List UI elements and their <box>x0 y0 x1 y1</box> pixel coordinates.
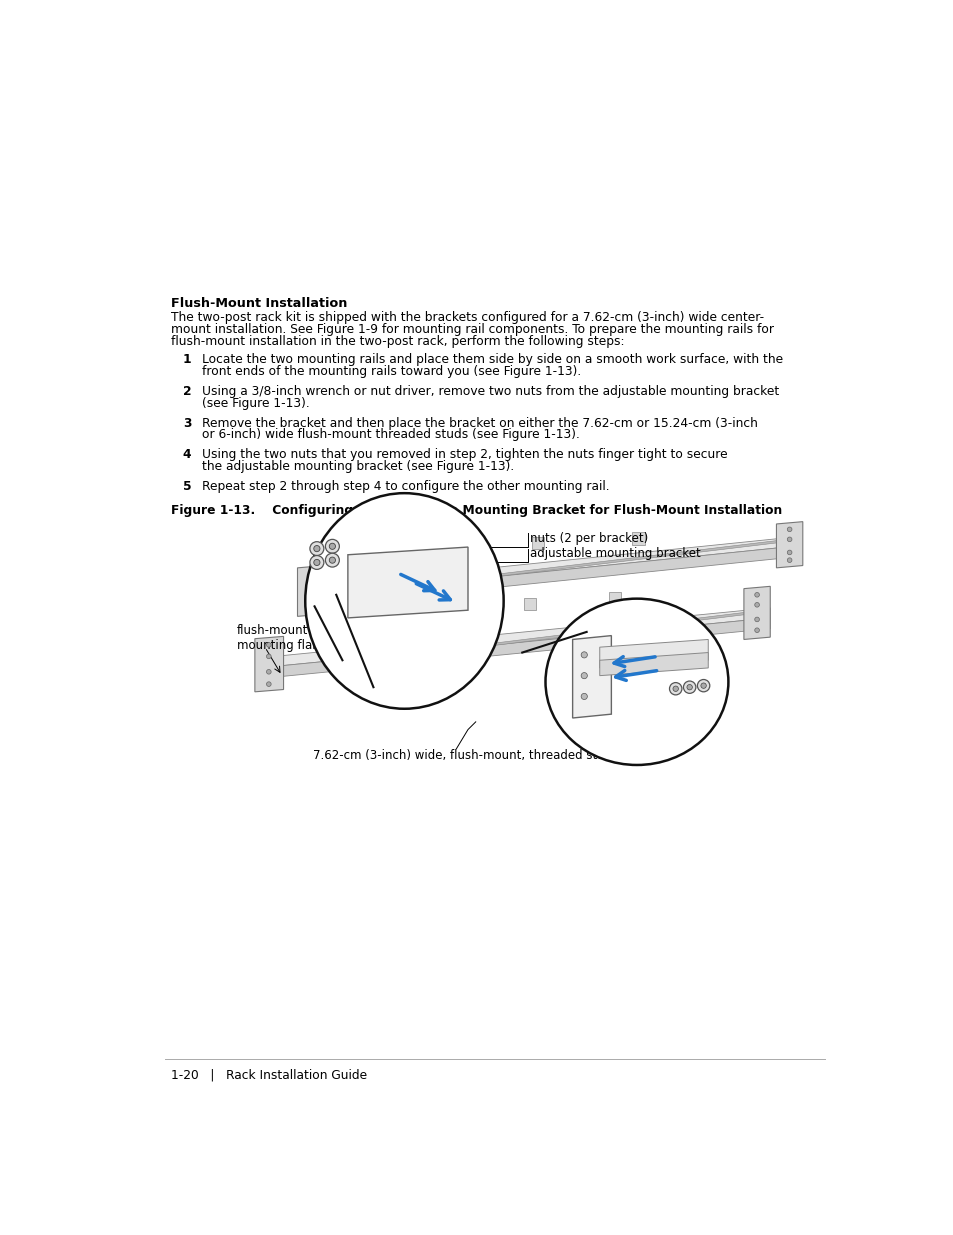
Circle shape <box>325 553 339 567</box>
Text: Using the two nuts that you removed in step 2, tighten the nuts finger tight to : Using the two nuts that you removed in s… <box>202 448 727 461</box>
Polygon shape <box>382 538 793 590</box>
Polygon shape <box>531 537 543 550</box>
Circle shape <box>325 540 339 553</box>
Polygon shape <box>297 566 324 616</box>
Circle shape <box>314 559 319 566</box>
Circle shape <box>786 558 791 562</box>
Circle shape <box>310 542 323 556</box>
Circle shape <box>310 556 323 569</box>
Circle shape <box>308 585 313 589</box>
Circle shape <box>393 661 400 668</box>
Text: 4: 4 <box>183 448 192 461</box>
Polygon shape <box>608 593 620 605</box>
Circle shape <box>373 666 376 669</box>
Text: Figure 1-13.    Configuring the Adjustable Mounting Bracket for Flush-Mount Inst: Figure 1-13. Configuring the Adjustable … <box>171 504 781 517</box>
Polygon shape <box>274 618 769 677</box>
Circle shape <box>371 664 378 672</box>
Circle shape <box>308 606 313 611</box>
Polygon shape <box>743 587 769 640</box>
Polygon shape <box>776 521 802 568</box>
Ellipse shape <box>305 493 503 709</box>
Circle shape <box>786 537 791 542</box>
Circle shape <box>266 642 271 647</box>
Text: Using a 3/8-inch wrench or nut driver, remove two nuts from the adjustable mount: Using a 3/8-inch wrench or nut driver, r… <box>202 385 779 398</box>
Text: Repeat step 2 through step 4 to configure the other mounting rail.: Repeat step 2 through step 4 to configur… <box>202 479 609 493</box>
Circle shape <box>754 618 759 621</box>
Circle shape <box>580 693 587 699</box>
Circle shape <box>700 683 705 688</box>
Circle shape <box>329 543 335 550</box>
Polygon shape <box>316 546 801 605</box>
Polygon shape <box>599 652 707 676</box>
Circle shape <box>672 687 678 692</box>
Circle shape <box>697 679 709 692</box>
Circle shape <box>580 652 587 658</box>
Text: adjustable mounting bracket: adjustable mounting bracket <box>530 547 700 559</box>
Polygon shape <box>599 640 707 668</box>
Circle shape <box>314 546 319 552</box>
Polygon shape <box>367 610 761 661</box>
Polygon shape <box>632 532 644 545</box>
Polygon shape <box>254 636 283 692</box>
Polygon shape <box>348 547 468 618</box>
Text: the adjustable mounting bracket (see Figure 1-13).: the adjustable mounting bracket (see Fig… <box>202 461 514 473</box>
Circle shape <box>580 673 587 679</box>
Circle shape <box>754 603 759 608</box>
Polygon shape <box>438 604 451 616</box>
Circle shape <box>383 664 387 668</box>
Ellipse shape <box>545 599 728 764</box>
Text: or 6-inch) wide flush-mount threaded studs (see Figure 1-13).: or 6-inch) wide flush-mount threaded stu… <box>202 429 579 441</box>
Polygon shape <box>316 536 801 595</box>
Text: Locate the two mounting rails and place them side by side on a smooth work surfa: Locate the two mounting rails and place … <box>202 353 782 367</box>
Circle shape <box>754 627 759 632</box>
Text: Flush-Mount Installation: Flush-Mount Installation <box>171 296 347 310</box>
Text: 7.62-cm (3-inch) wide, flush-mount, threaded studs: 7.62-cm (3-inch) wide, flush-mount, thre… <box>313 748 618 762</box>
Circle shape <box>308 600 313 605</box>
Text: The two-post rack kit is shipped with the brackets configured for a 7.62-cm (3-i: The two-post rack kit is shipped with th… <box>171 311 763 325</box>
Circle shape <box>682 680 695 693</box>
Text: nuts (2 per bracket): nuts (2 per bracket) <box>530 531 648 545</box>
Text: mount installation. See Figure 1-9 for mounting rail components. To prepare the : mount installation. See Figure 1-9 for m… <box>171 324 774 336</box>
Circle shape <box>669 683 681 695</box>
Text: 3: 3 <box>183 416 192 430</box>
Text: front ends of the mounting rails toward you (see Figure 1-13).: front ends of the mounting rails toward … <box>202 366 580 378</box>
Text: 2: 2 <box>183 385 192 398</box>
Circle shape <box>266 669 271 674</box>
Text: 1: 1 <box>183 353 192 367</box>
Text: 1-20   |   Rack Installation Guide: 1-20 | Rack Installation Guide <box>171 1068 367 1082</box>
Circle shape <box>308 573 313 578</box>
Polygon shape <box>523 598 536 610</box>
Circle shape <box>786 550 791 555</box>
Text: flush-mount installation in the two-post rack, perform the following steps:: flush-mount installation in the two-post… <box>171 336 624 348</box>
Circle shape <box>395 663 398 667</box>
Circle shape <box>754 593 759 597</box>
Circle shape <box>329 557 335 563</box>
Circle shape <box>266 682 271 687</box>
Circle shape <box>786 527 791 531</box>
Text: Remove the bracket and then place the bracket on either the 7.62-cm or 15.24-cm : Remove the bracket and then place the br… <box>202 416 758 430</box>
Circle shape <box>266 655 271 658</box>
Circle shape <box>381 662 390 671</box>
Text: (see Figure 1-13).: (see Figure 1-13). <box>202 396 310 410</box>
Polygon shape <box>274 608 769 667</box>
Text: flush-mount
mounting flange: flush-mount mounting flange <box>236 624 335 652</box>
Polygon shape <box>572 636 611 718</box>
Text: 5: 5 <box>183 479 192 493</box>
Circle shape <box>686 684 692 690</box>
